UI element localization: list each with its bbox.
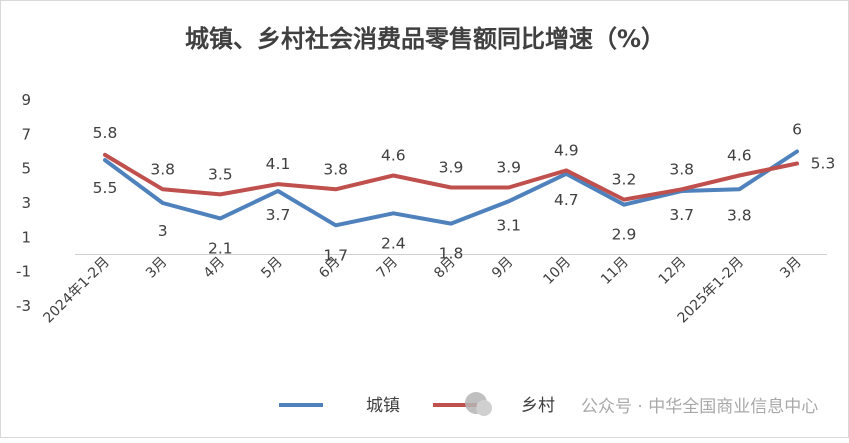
data-label-urban: 3 <box>158 222 168 240</box>
data-label-urban: 3.1 <box>496 216 521 234</box>
data-label-urban: 2.4 <box>381 234 406 252</box>
data-label-urban: 1.8 <box>439 245 464 263</box>
x-axis-categories: 2024年1-2月 3月 4月 5月 6月 7月 8月 9月 10月 11月 12月2025年1-2… <box>40 254 804 326</box>
data-label-rural: 3.2 <box>612 171 637 189</box>
data-label-rural: 3.5 <box>208 165 233 183</box>
legend: 城镇 乡村 <box>279 396 555 416</box>
y-tick-label: 7 <box>21 125 31 143</box>
y-tick-label: 9 <box>21 91 31 109</box>
series-lines <box>103 149 799 228</box>
y-axis: 9 7 5 3 1 -1 -3 <box>16 91 31 315</box>
data-label-rural: 5.3 <box>811 155 836 173</box>
legend-label-urban: 城镇 <box>366 396 400 416</box>
data-label-urban: 3.7 <box>669 206 694 224</box>
data-label-urban: 2.1 <box>208 239 233 257</box>
data-label-rural: 3.8 <box>323 160 348 178</box>
y-tick-label: 5 <box>21 160 31 178</box>
x-category-label: 10月 <box>540 254 574 288</box>
data-label-rural: 4.6 <box>381 147 406 165</box>
x-category-label: 7月 <box>374 254 402 282</box>
x-category-label: 2024年1-2月 <box>40 254 112 326</box>
x-category-label: 4月 <box>201 254 229 282</box>
y-tick-label: 1 <box>21 228 31 246</box>
series-line-rural <box>103 152 799 202</box>
x-category-label: 5月 <box>258 254 286 282</box>
data-label-rural: 5.8 <box>93 124 118 142</box>
data-label-rural: 3.9 <box>496 159 521 177</box>
data-label-rural: 3.8 <box>669 160 694 178</box>
chart-title: 城镇、乡村社会消费品零售额同比增速（%） <box>185 25 665 53</box>
data-label-rural: 4.9 <box>554 141 579 159</box>
watermark: 公众号 · 中华全国商业信息中心 <box>465 392 818 417</box>
data-label-urban: 4.7 <box>554 191 579 209</box>
watermark-text: 公众号 · 中华全国商业信息中心 <box>581 397 818 417</box>
legend-label-rural: 乡村 <box>521 396 555 416</box>
data-label-rural: 4.1 <box>266 155 291 173</box>
data-label-urban: 5.5 <box>93 179 118 197</box>
data-label-rural: 3.9 <box>439 159 464 177</box>
data-label-urban: 6 <box>792 121 802 139</box>
y-tick-label: 3 <box>21 194 31 212</box>
data-label-urban: 1.7 <box>323 246 348 264</box>
data-label-urban: 3.7 <box>266 206 291 224</box>
x-category-label: 3月 <box>777 254 805 282</box>
y-tick-label: -1 <box>16 263 31 281</box>
data-label-urban: 3.8 <box>727 206 752 224</box>
wechat-icon-bubble <box>476 400 492 416</box>
x-category-label: 12月 <box>656 254 690 288</box>
data-label-rural: 4.6 <box>727 147 752 165</box>
x-category-label: 9月 <box>489 254 517 282</box>
y-tick-label: -3 <box>16 297 31 315</box>
data-labels: 5.5 3 2.1 3.7 1.7 2.4 1.8 3.1 4.7 2.9 3.7 3.8 6 5.8 3.… <box>93 121 836 265</box>
data-label-rural: 3.8 <box>150 160 175 178</box>
x-category-label: 11月 <box>598 254 632 288</box>
data-label-urban: 2.9 <box>612 226 637 244</box>
x-category-label: 3月 <box>143 254 171 282</box>
